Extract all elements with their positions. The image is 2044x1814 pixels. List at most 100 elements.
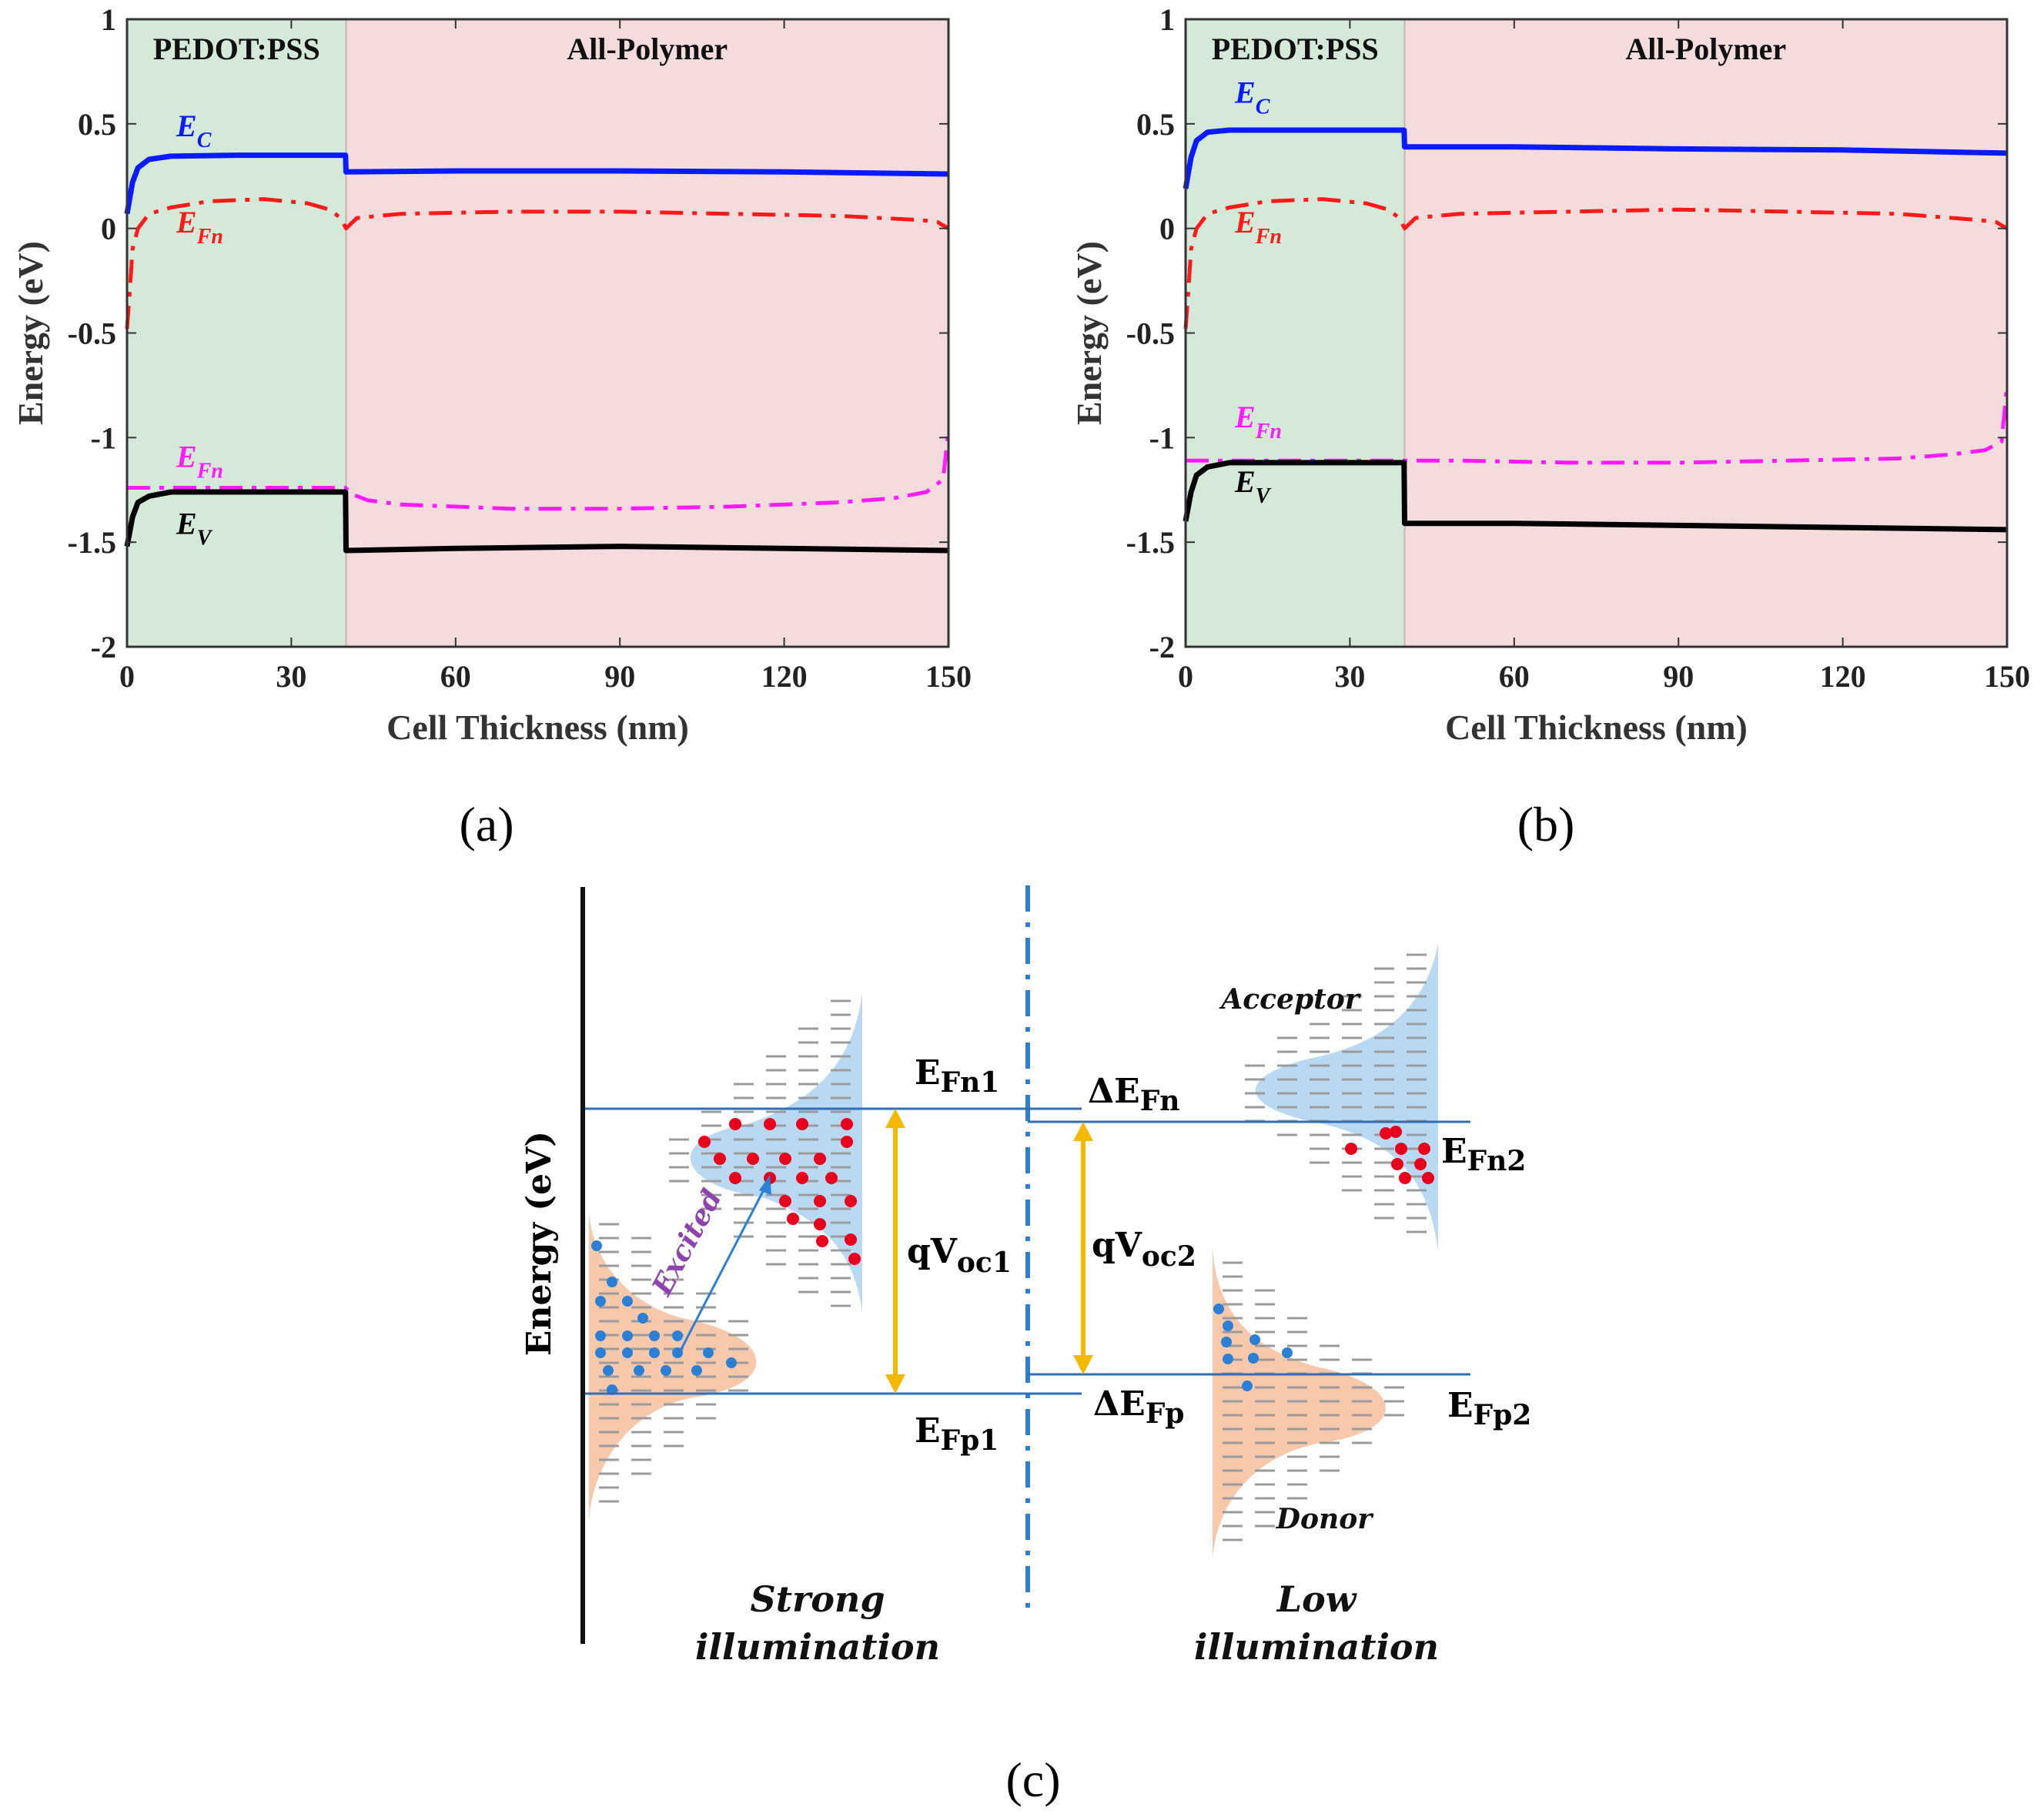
electron-dot-low-0 [1345,1143,1357,1155]
electron-dot-8 [814,1153,826,1165]
electron-dot-14 [779,1195,791,1207]
curve-label-3: EV [176,506,213,550]
x-tick-label-5: 150 [1984,659,2030,694]
electron-dot-19 [845,1233,857,1246]
y-tick-label-4: -1 [91,420,116,455]
x-tick-label-4: 120 [1820,659,1866,694]
diagram-ylabel: Energy (eV) [520,1131,559,1356]
electron-dot-5 [714,1153,726,1165]
electron-dot-low-3 [1418,1143,1430,1155]
electron-dot-7 [779,1153,791,1165]
electron-dot-low-6 [1399,1172,1411,1184]
y-tick-label-2: 0 [1159,212,1175,246]
qvoc2-arrow [1073,1122,1093,1374]
y-tick-label-3: -0.5 [68,316,116,351]
hole-dot-10 [622,1347,633,1358]
donor-distribution-low [1213,1247,1386,1559]
hole-dot-2 [595,1296,606,1307]
region-label-0: PEDOT:PSS [153,32,320,66]
electron-dot-10 [729,1172,741,1184]
efp1-label: EFp1 [915,1411,999,1457]
electron-dot-6 [747,1153,759,1165]
panel-label-a: (a) [459,797,514,852]
electron-dot-12 [796,1172,808,1184]
region-bg-1 [1404,19,2007,647]
hole-dot-low-6 [1248,1353,1259,1364]
electron-dot-low-8 [1390,1126,1402,1138]
electron-dot-low-1 [1380,1127,1392,1140]
y-tick-label-3: -0.5 [1126,316,1175,351]
hole-dot-11 [649,1347,660,1358]
electron-dot-16 [845,1195,857,1207]
electron-dot-13 [825,1172,838,1184]
y-tick-label-0: 1 [1159,2,1175,37]
x-tick-label-0: 0 [1178,659,1193,694]
curve-label-2: EFn [176,439,223,483]
acceptor-distribution-low [1255,943,1438,1251]
x-tick-label-5: 150 [925,659,972,694]
y-axis-label: Energy (eV) [11,241,50,425]
y-tick-label-5: -1.5 [68,525,116,560]
hole-dot-7 [649,1330,660,1341]
y-tick-label-0: 1 [101,2,116,37]
y-tick-label-6: -2 [91,630,116,664]
hole-dot-8 [672,1330,683,1341]
region-bg-0 [1186,19,1405,647]
x-tick-label-1: 30 [1334,659,1365,694]
hole-dot-1 [607,1277,617,1287]
efn1-label: EFn1 [915,1053,999,1099]
series-line-EFn-2 [127,430,951,511]
electron-dot-1 [729,1118,741,1130]
region-bg-1 [346,19,948,647]
x-tick-label-0: 0 [119,659,135,694]
curve-label-1: EFn [176,205,223,249]
x-tick-label-3: 90 [1663,659,1694,694]
hole-dot-low-5 [1223,1354,1233,1364]
hole-dot-5 [595,1330,606,1341]
y-tick-label-1: 0.5 [1136,107,1175,142]
curve-label-3: EV [1234,464,1272,508]
donor-label: Donor [1276,1503,1374,1535]
strong-label-line2: illumination [695,1626,940,1668]
y-tick-label-5: -1.5 [1126,525,1175,560]
hole-dot-low-1 [1223,1320,1233,1331]
electron-dot-low-2 [1395,1143,1407,1155]
electron-dot-3 [796,1118,808,1130]
hole-dot-4 [637,1313,648,1324]
x-tick-label-2: 60 [1499,659,1530,694]
electron-dot-9 [841,1136,853,1148]
curve-label-0: EC [1234,75,1270,119]
hole-dot-3 [622,1296,633,1307]
electron-dot-21 [816,1235,828,1247]
y-tick-label-2: 0 [101,212,116,246]
strong-label-line1: Strong [751,1578,885,1620]
hole-dot-9 [595,1347,606,1358]
carrier-dots [591,1118,1434,1395]
hole-dot-13 [703,1347,714,1358]
series-line-EC-0 [124,152,949,215]
hole-dot-low-2 [1221,1337,1232,1347]
region-label-1: All-Polymer [567,32,728,66]
hole-dot-17 [691,1365,702,1376]
electron-dot-18 [814,1218,826,1230]
region-label-0: PEDOT:PSS [1212,32,1379,66]
electron-dot-2 [764,1118,776,1130]
acceptor-label: Acceptor [1219,983,1361,1016]
low-label-line2: illumination [1194,1626,1439,1668]
electron-dot-20 [848,1253,861,1265]
curve-label-2: EFn [1234,400,1282,443]
electron-dot-4 [841,1118,853,1130]
hole-dot-18 [726,1357,737,1368]
hole-dot-low-4 [1282,1347,1293,1358]
x-axis-label: Cell Thickness (nm) [1445,708,1748,747]
hole-dot-low-3 [1249,1334,1260,1345]
excited-arrow [680,1177,771,1350]
y-tick-label-6: -2 [1149,630,1175,664]
series-line-EFn-1 [1183,197,2009,330]
qvoc1-arrow [885,1109,905,1394]
x-tick-label-2: 60 [440,659,471,694]
panel-label-b: (b) [1517,797,1575,852]
x-tick-label-4: 120 [761,659,808,694]
x-tick-label-3: 90 [604,659,635,694]
